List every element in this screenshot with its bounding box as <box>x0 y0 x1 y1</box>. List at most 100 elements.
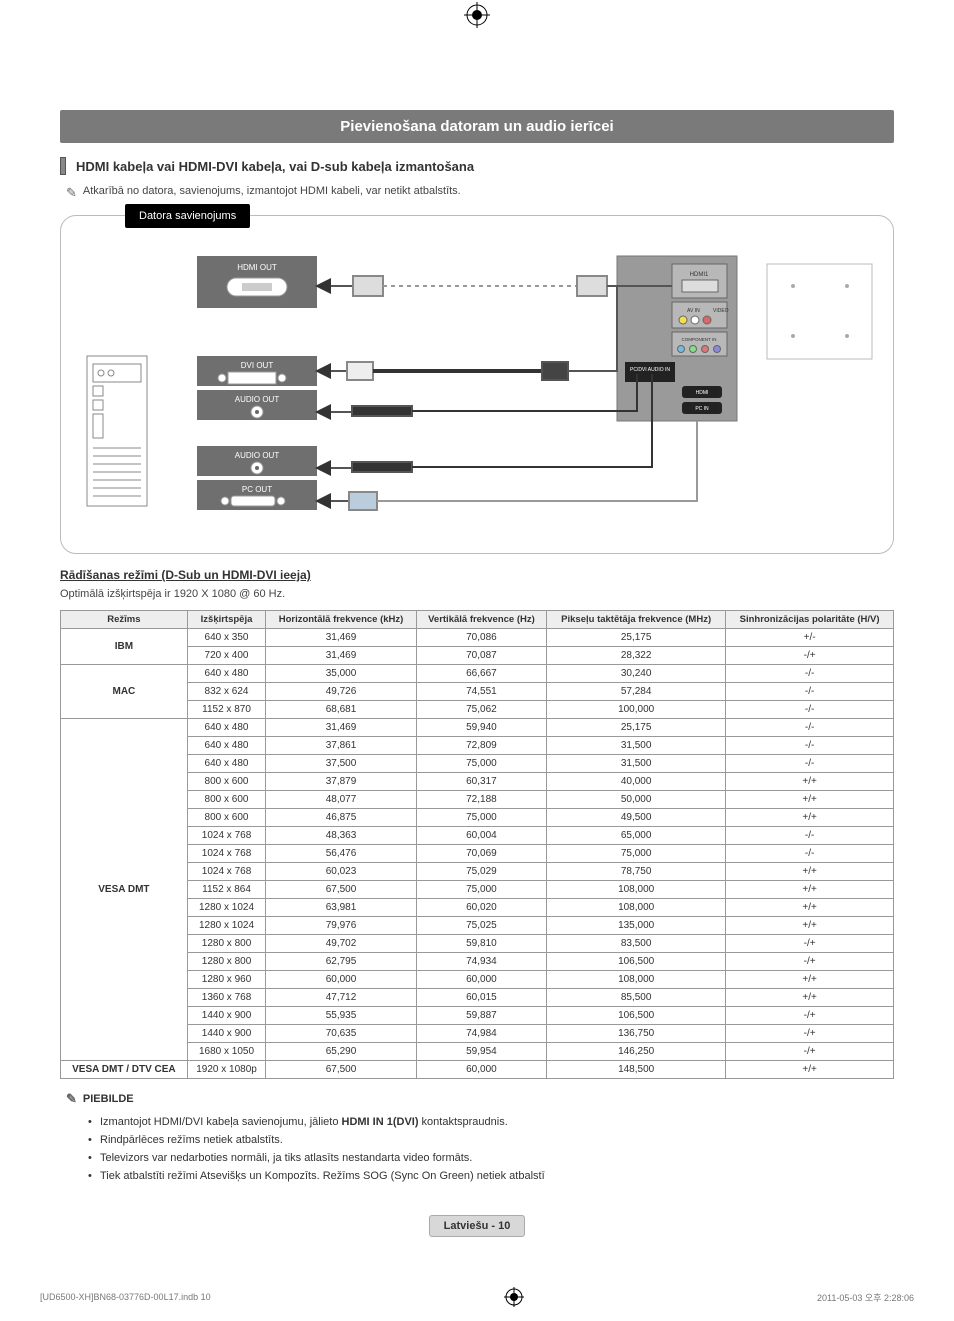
table-row: IBM640 x 35031,46970,08625,175+/- <box>61 629 894 647</box>
table-cell: -/+ <box>726 935 894 953</box>
tv-hdmi1-label: HDMI1 <box>690 272 709 278</box>
table-cell: -/+ <box>726 647 894 665</box>
print-timestamp: 2011-05-03 오후 2:28:06 <box>817 1291 914 1304</box>
print-file-name: [UD6500-XH]BN68-03776D-00L17.indb 10 <box>40 1292 211 1302</box>
heading-bar-icon <box>60 157 66 175</box>
connection-diagram: HDMI OUT DVI OUT AUDIO OUT AUDIO OU <box>75 236 879 536</box>
table-cell: 65,290 <box>266 1043 417 1061</box>
table-cell: +/+ <box>726 971 894 989</box>
tv-video-label: VIDEO <box>713 308 729 314</box>
table-row: VESA DMT640 x 48031,46959,94025,175-/- <box>61 719 894 737</box>
table-cell: 136,750 <box>547 1025 726 1043</box>
table-cell: 46,875 <box>266 809 417 827</box>
dvi-out-label: DVI OUT <box>241 361 274 370</box>
table-cell: 37,500 <box>266 755 417 773</box>
table-cell: -/- <box>726 755 894 773</box>
table-cell: 49,500 <box>547 809 726 827</box>
table-cell: 640 x 350 <box>187 629 265 647</box>
table-cell: 75,029 <box>416 863 546 881</box>
table-cell: 75,062 <box>416 701 546 719</box>
table-cell: 68,681 <box>266 701 417 719</box>
table-cell: 75,025 <box>416 917 546 935</box>
table-cell: 720 x 400 <box>187 647 265 665</box>
table-cell: 1280 x 1024 <box>187 917 265 935</box>
table-cell: 67,500 <box>266 881 417 899</box>
table-cell: 1152 x 864 <box>187 881 265 899</box>
table-cell: 1024 x 768 <box>187 827 265 845</box>
table-header-cell: Horizontālā frekvence (kHz) <box>266 611 417 629</box>
table-cell: -/- <box>726 845 894 863</box>
pre-note-text: Atkarībā no datora, savienojums, izmanto… <box>83 185 461 197</box>
table-cell: 60,000 <box>266 971 417 989</box>
page-content: Pievienošana datoram un audio ierīcei HD… <box>40 30 914 1257</box>
table-cell: 48,363 <box>266 827 417 845</box>
mode-group-label: IBM <box>61 629 188 665</box>
pre-note: ✎ Atkarībā no datora, savienojums, izman… <box>66 185 894 201</box>
tv-pcin-label: PC IN <box>695 406 709 412</box>
table-cell: +/+ <box>726 863 894 881</box>
table-cell: 60,000 <box>416 1061 546 1079</box>
table-cell: 800 x 600 <box>187 791 265 809</box>
registration-mark-icon <box>504 1287 524 1307</box>
tv-side-panel-icon <box>767 264 872 359</box>
table-cell: 640 x 480 <box>187 737 265 755</box>
note-icon: ✎ <box>66 185 77 201</box>
pc-tower-icon <box>87 356 147 506</box>
notes-block: ✎ PIEBILDE Izmantojot HDMI/DVI kabeļa sa… <box>66 1091 894 1185</box>
table-cell: 108,000 <box>547 971 726 989</box>
table-cell: 60,015 <box>416 989 546 1007</box>
table-cell: 1440 x 900 <box>187 1025 265 1043</box>
table-header-cell: Sinhronizācijas polaritāte (H/V) <box>726 611 894 629</box>
table-cell: 74,934 <box>416 953 546 971</box>
table-cell: -/- <box>726 665 894 683</box>
table-cell: 47,712 <box>266 989 417 1007</box>
table-cell: 1680 x 1050 <box>187 1043 265 1061</box>
table-cell: 100,000 <box>547 701 726 719</box>
sub-heading-text: HDMI kabeļa vai HDMI-DVI kabeļa, vai D-s… <box>76 159 474 174</box>
table-cell: +/+ <box>726 791 894 809</box>
print-footer: [UD6500-XH]BN68-03776D-00L17.indb 10 201… <box>40 1287 914 1317</box>
table-cell: +/+ <box>726 773 894 791</box>
table-cell: -/- <box>726 683 894 701</box>
table-header-cell: Vertikālā frekvence (Hz) <box>416 611 546 629</box>
table-cell: 1280 x 1024 <box>187 899 265 917</box>
hdmi-out-label: HDMI OUT <box>237 263 277 272</box>
table-header-cell: Režīms <box>61 611 188 629</box>
note-text: Tiek atbalstīti režīmi Atsevišķs un Komp… <box>100 1170 545 1182</box>
table-cell: 70,635 <box>266 1025 417 1043</box>
table-cell: 28,322 <box>547 647 726 665</box>
table-cell: 59,810 <box>416 935 546 953</box>
pc-out-label: PC OUT <box>242 485 272 494</box>
table-cell: +/+ <box>726 1061 894 1079</box>
notes-title: PIEBILDE <box>83 1093 134 1105</box>
table-cell: 40,000 <box>547 773 726 791</box>
note-item: Izmantojot HDMI/DVI kabeļa savienojumu, … <box>88 1113 894 1131</box>
banner-text: Pievienošana datoram un audio ierīcei <box>340 118 613 135</box>
diagram-title: Datora savienojums <box>125 204 250 228</box>
note-bold: HDMI IN 1(DVI) <box>342 1116 419 1128</box>
table-cell: 72,188 <box>416 791 546 809</box>
note-item: Televizors var nedarboties normāli, ja t… <box>88 1149 894 1167</box>
audio-out-2-label: AUDIO OUT <box>235 451 280 460</box>
table-cell: 640 x 480 <box>187 665 265 683</box>
table-cell: 108,000 <box>547 899 726 917</box>
table-cell: 79,976 <box>266 917 417 935</box>
table-cell: 85,500 <box>547 989 726 1007</box>
table-cell: 75,000 <box>416 755 546 773</box>
table-cell: +/+ <box>726 881 894 899</box>
table-cell: 70,087 <box>416 647 546 665</box>
table-cell: 65,000 <box>547 827 726 845</box>
mode-group-label: MAC <box>61 665 188 719</box>
table-cell: 146,250 <box>547 1043 726 1061</box>
table-cell: 48,077 <box>266 791 417 809</box>
table-cell: 1440 x 900 <box>187 1007 265 1025</box>
section-banner: Pievienošana datoram un audio ierīcei <box>60 110 894 143</box>
table-cell: +/- <box>726 629 894 647</box>
page-language-badge: Latviešu - 10 <box>60 1215 894 1237</box>
table-cell: 56,476 <box>266 845 417 863</box>
display-modes-table: RežīmsIzšķirtspējaHorizontālā frekvence … <box>60 610 894 1079</box>
table-cell: 59,954 <box>416 1043 546 1061</box>
table-cell: 75,000 <box>547 845 726 863</box>
table-cell: -/- <box>726 827 894 845</box>
table-cell: -/- <box>726 737 894 755</box>
